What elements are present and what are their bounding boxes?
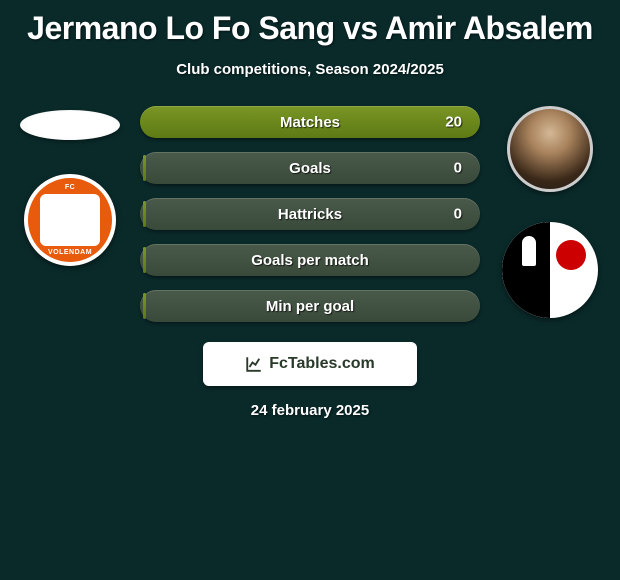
stat-bar-hattricks: Hattricks 0 <box>140 198 480 230</box>
club1-text-top: FC <box>28 184 112 191</box>
club1-text-bottom: VOLENDAM <box>28 249 112 256</box>
player2-photo <box>507 106 593 192</box>
stat-value: 20 <box>445 114 462 131</box>
brand-text: FcTables.com <box>269 355 375 373</box>
subtitle: Club competitions, Season 2024/2025 <box>0 61 620 78</box>
page-title: Jermano Lo Fo Sang vs Amir Absalem <box>0 0 620 47</box>
chart-icon <box>245 355 263 373</box>
stat-value: 0 <box>454 160 462 177</box>
club2-logo <box>502 222 598 318</box>
player1-placeholder <box>20 110 120 140</box>
stat-bar-gpm: Goals per match <box>140 244 480 276</box>
stat-label: Hattricks <box>278 206 342 223</box>
player1-column: FC VOLENDAM <box>10 106 130 266</box>
comparison-content: FC VOLENDAM Matches 20 Goals 0 Hattricks… <box>0 106 620 419</box>
stat-bar-goals: Goals 0 <box>140 152 480 184</box>
stats-bars: Matches 20 Goals 0 Hattricks 0 Goals per… <box>140 106 480 322</box>
stat-label: Goals per match <box>251 252 369 269</box>
player2-column <box>490 100 610 318</box>
stat-label: Matches <box>280 114 340 131</box>
stat-bar-mpg: Min per goal <box>140 290 480 322</box>
brand-badge: FcTables.com <box>203 342 417 386</box>
stat-bar-matches: Matches 20 <box>140 106 480 138</box>
stat-value: 0 <box>454 206 462 223</box>
date-text: 24 february 2025 <box>0 402 620 419</box>
club1-logo: FC VOLENDAM <box>24 174 116 266</box>
stat-label: Min per goal <box>266 298 354 315</box>
stat-label: Goals <box>289 160 331 177</box>
